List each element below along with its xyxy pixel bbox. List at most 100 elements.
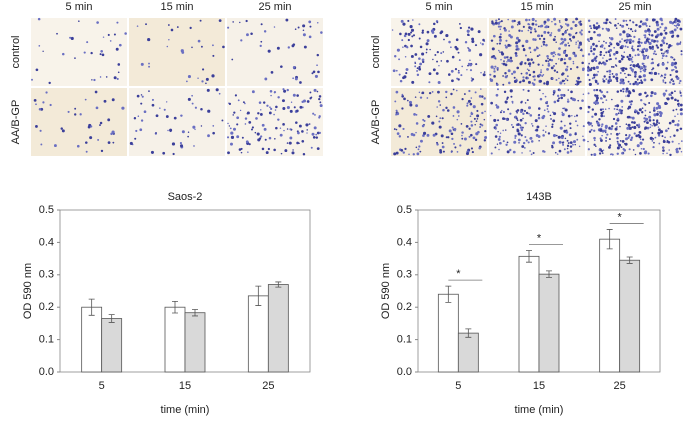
cell-dot	[627, 115, 631, 119]
cell-dot	[650, 91, 654, 95]
cell-dot	[592, 24, 596, 27]
cell-dot	[634, 54, 637, 57]
micrograph	[31, 88, 127, 156]
y-tick-label: 0.3	[397, 269, 412, 281]
cell-dot	[650, 39, 654, 43]
cell-dot	[468, 48, 472, 52]
cell-dot	[319, 101, 322, 104]
cell-dot	[451, 79, 454, 83]
cell-dot	[404, 32, 408, 36]
cell-dot	[652, 67, 655, 70]
cell-dot	[605, 78, 608, 81]
cell-dot	[544, 95, 547, 98]
cell-dot	[446, 109, 450, 112]
cell-dot	[571, 115, 573, 117]
cell-dot	[625, 95, 627, 97]
cell-dot	[432, 133, 436, 137]
cell-dot	[542, 43, 545, 46]
y-tick-label: 0.5	[397, 204, 412, 216]
cell-dot	[35, 68, 39, 72]
cell-dot	[395, 128, 398, 131]
cell-dot	[499, 42, 502, 45]
cell-dot	[559, 43, 562, 45]
cell-dot	[415, 122, 419, 125]
cell-dot	[504, 72, 507, 75]
cell-dot	[524, 62, 527, 65]
cell-dot	[679, 108, 683, 111]
cell-dot	[414, 53, 418, 56]
cell-dot	[650, 78, 654, 82]
cell-dot	[538, 107, 541, 110]
cell-dot	[470, 124, 474, 127]
cell-dot	[620, 146, 623, 149]
cell-dot	[542, 114, 546, 118]
cell-dot	[418, 145, 421, 148]
cell-dot	[200, 45, 203, 48]
cell-dot	[640, 147, 643, 150]
cell-dot	[621, 24, 625, 28]
micrograph-bg	[31, 18, 127, 86]
cell-dot	[84, 98, 87, 101]
cell-dot	[616, 140, 619, 143]
cell-dot	[509, 56, 513, 60]
cell-dot	[298, 142, 300, 144]
cell-dot	[600, 114, 604, 118]
cell-dot	[140, 102, 143, 105]
cell-dot	[318, 95, 322, 98]
cell-dot	[606, 133, 609, 136]
cell-dot	[527, 89, 530, 93]
cell-dot	[660, 48, 663, 51]
cell-dot	[453, 142, 456, 145]
cell-dot	[53, 144, 57, 148]
cell-dot	[56, 32, 58, 35]
cell-dot	[310, 146, 313, 149]
cell-dot	[563, 124, 566, 127]
cell-dot	[292, 149, 294, 151]
cell-dot	[74, 57, 76, 59]
cell-dot	[431, 91, 434, 93]
cell-dot	[562, 51, 567, 55]
cell-dot	[289, 136, 293, 140]
cell-dot	[94, 90, 98, 94]
cell-dot	[563, 107, 566, 110]
cell-dot	[409, 103, 413, 107]
cell-dot	[642, 22, 645, 25]
cell-dot	[139, 128, 143, 132]
cell-dot	[627, 123, 631, 127]
cell-dot	[490, 39, 494, 42]
cell-dot	[554, 35, 556, 38]
cell-dot	[508, 81, 511, 85]
cell-dot	[117, 71, 120, 74]
cell-dot	[570, 90, 573, 94]
cell-dot	[546, 68, 549, 71]
cell-dot	[529, 31, 532, 34]
cell-dot	[665, 54, 668, 58]
cell-dot	[236, 116, 240, 120]
cell-dot	[564, 18, 568, 22]
cell-dot	[87, 125, 91, 129]
cell-dot	[237, 99, 240, 102]
micrograph	[489, 17, 585, 86]
cell-dot	[494, 135, 498, 138]
cell-dot	[636, 144, 640, 148]
cell-dot	[394, 55, 397, 58]
cell-dot	[535, 48, 538, 50]
cell-dot	[577, 40, 579, 42]
cell-dot	[521, 29, 524, 32]
cell-dot	[625, 87, 629, 91]
cell-dot	[179, 144, 184, 148]
cell-dot	[661, 62, 665, 66]
cell-dot	[582, 93, 585, 96]
cell-dot	[295, 121, 298, 124]
cell-dot	[302, 33, 306, 37]
cell-dot	[522, 112, 525, 116]
cell-dot	[543, 22, 546, 25]
cell-dot	[616, 152, 619, 155]
cell-dot	[622, 19, 625, 23]
cell-dot	[586, 38, 590, 41]
cell-dot	[643, 78, 647, 82]
cell-dot	[608, 126, 611, 130]
micrograph	[227, 18, 323, 86]
cell-dot	[402, 46, 404, 48]
cell-dot	[622, 87, 625, 91]
